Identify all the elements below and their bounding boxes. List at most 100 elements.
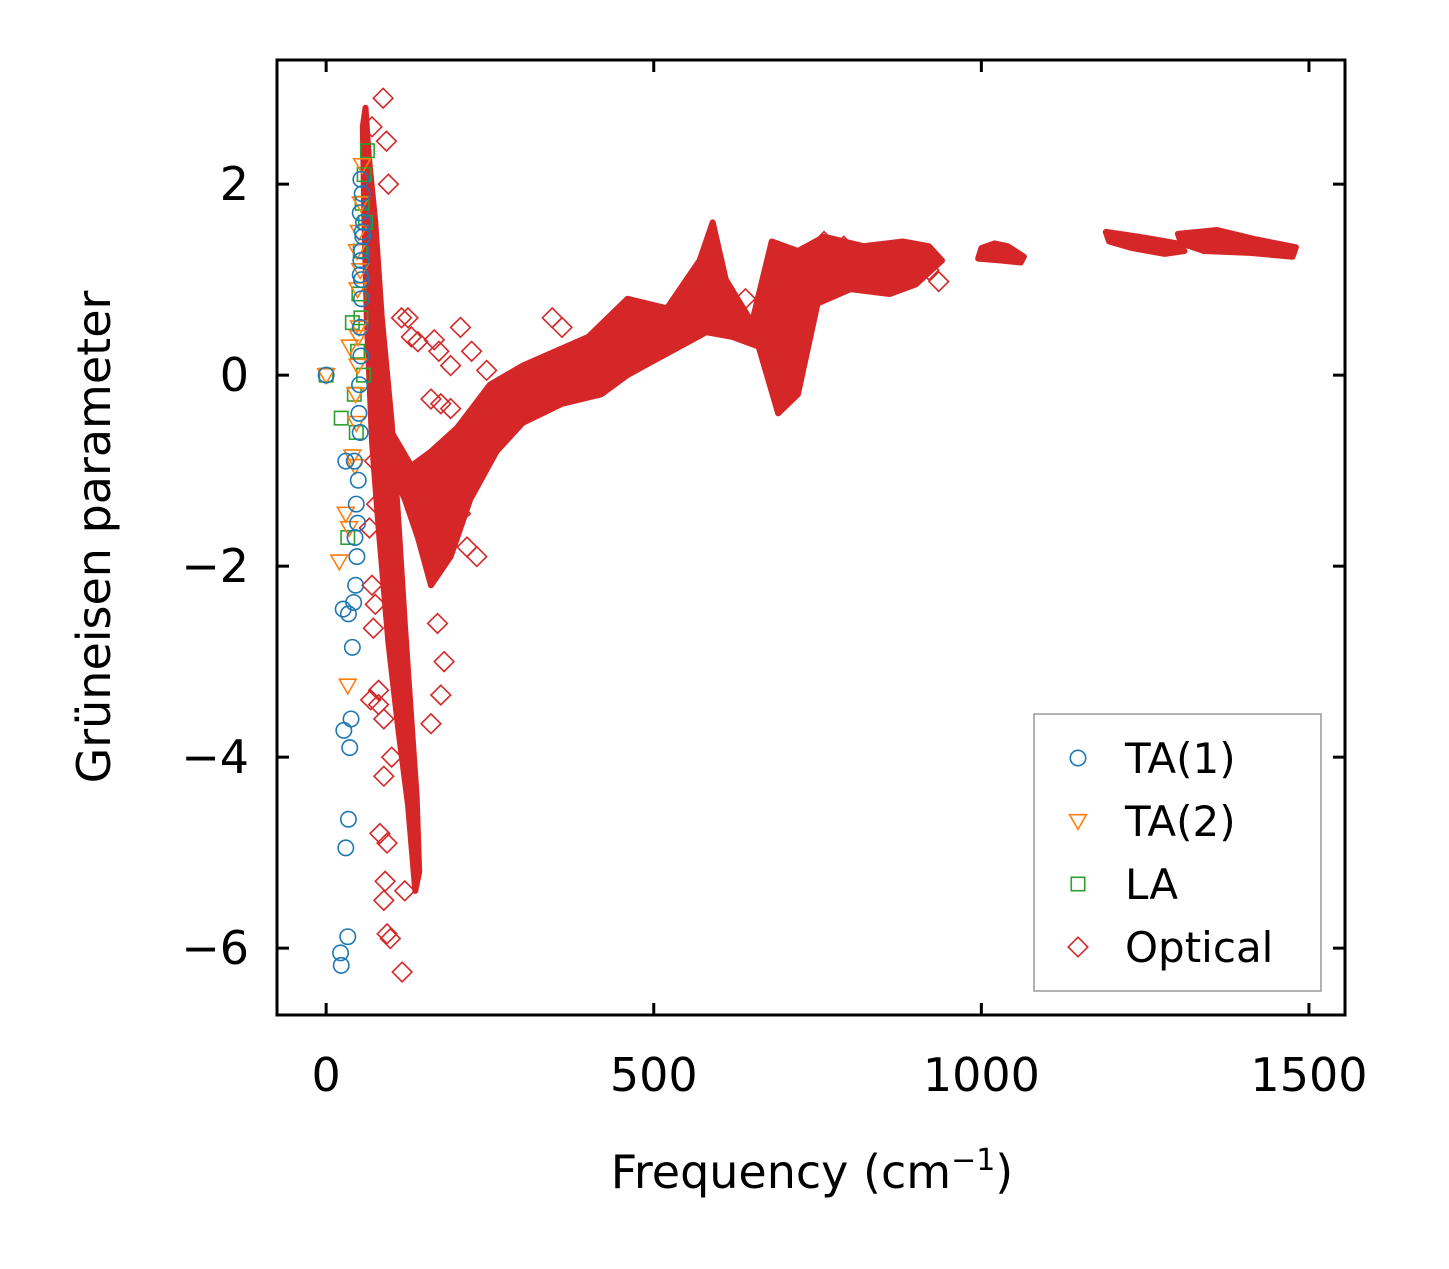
point-optical xyxy=(813,230,836,253)
point-ta-1 xyxy=(343,638,361,656)
point-ta-2 xyxy=(352,157,372,176)
point-optical xyxy=(832,235,855,258)
point-optical xyxy=(429,684,452,707)
point-ta-1 xyxy=(353,185,371,203)
point-ta-2 xyxy=(349,320,369,338)
point-ta-1 xyxy=(353,223,371,241)
point-optical xyxy=(390,306,413,329)
point-la xyxy=(355,367,372,383)
point-optical xyxy=(406,330,429,353)
point-optical xyxy=(372,889,395,912)
point-optical xyxy=(734,287,757,310)
point-la xyxy=(359,143,375,159)
point-ta-1 xyxy=(352,347,370,365)
point-ta-2 xyxy=(316,368,336,386)
x-axis-label: Frequency (cm−1) xyxy=(611,1143,1014,1199)
point-ta-1 xyxy=(352,170,370,188)
point-optical xyxy=(475,359,498,382)
point-ta-1 xyxy=(339,605,357,623)
x-tick-label: 500 xyxy=(610,1048,698,1102)
point-ta-1 xyxy=(348,548,366,566)
x-tick-label: 1000 xyxy=(923,1048,1040,1102)
legend-marker-optical xyxy=(1067,936,1089,958)
point-ta-2 xyxy=(329,554,350,572)
point-ta-1 xyxy=(349,471,367,489)
point-ta-2 xyxy=(345,387,366,405)
point-optical xyxy=(460,340,483,363)
point-ta-2 xyxy=(337,678,358,696)
point-optical xyxy=(372,87,395,110)
x-axis-label-main: Frequency (cm xyxy=(611,1145,951,1199)
point-ta-1 xyxy=(351,423,369,441)
point-optical xyxy=(918,259,940,282)
point-optical xyxy=(420,712,442,735)
point-ta-1 xyxy=(342,710,360,728)
legend-label: TA(2) xyxy=(1124,797,1236,846)
point-ta-2 xyxy=(350,263,370,281)
point-ta-1 xyxy=(317,366,335,384)
point-optical xyxy=(358,517,381,539)
point-ta-1 xyxy=(349,514,367,532)
point-optical xyxy=(368,822,391,845)
point-optical xyxy=(439,354,462,377)
point-ta-1 xyxy=(347,495,365,513)
point-optical xyxy=(623,306,646,329)
point-ta-1 xyxy=(353,271,371,289)
point-optical xyxy=(359,688,382,711)
point-ta-2 xyxy=(347,358,368,376)
point-la xyxy=(353,310,369,326)
point-optical xyxy=(375,130,398,153)
legend-label: Optical xyxy=(1125,923,1273,972)
legend-label: LA xyxy=(1125,860,1178,909)
point-optical xyxy=(596,345,619,367)
optical-band-layer xyxy=(359,104,1299,894)
point-ta-1 xyxy=(351,376,369,394)
point-ta-1 xyxy=(354,213,372,231)
point-ta-1 xyxy=(350,404,368,422)
optical-dense-band-main xyxy=(362,109,945,589)
point-ta-1 xyxy=(345,452,363,470)
legend-marker-ta-2 xyxy=(1068,813,1088,832)
point-optical xyxy=(433,650,456,673)
legend-label: TA(1) xyxy=(1124,734,1236,783)
point-optical xyxy=(429,392,452,415)
point-optical xyxy=(465,545,488,568)
y-tick-label: −6 xyxy=(181,921,249,975)
point-optical xyxy=(439,397,462,420)
point-ta-1 xyxy=(332,956,350,974)
point-optical xyxy=(372,765,395,788)
point-ta-1 xyxy=(339,928,357,946)
point-optical xyxy=(365,493,388,516)
point-optical xyxy=(393,879,416,902)
legend-marker-la xyxy=(1070,876,1086,892)
point-ta-1 xyxy=(332,944,350,962)
point-ta-1 xyxy=(351,204,369,222)
plot-frame xyxy=(275,58,1347,1017)
optical-dense-segment xyxy=(1102,228,1188,257)
point-optical xyxy=(380,746,403,769)
point-optical xyxy=(376,832,399,855)
point-ta-1 xyxy=(337,452,355,470)
point-optical xyxy=(391,961,414,983)
x-axis-label-close: ) xyxy=(995,1145,1013,1199)
point-optical xyxy=(646,321,668,344)
optical-dense-segment xyxy=(1174,227,1299,260)
point-optical xyxy=(377,173,400,196)
point-optical xyxy=(449,316,472,339)
point-ta-1 xyxy=(354,228,372,246)
optical-dense-segment xyxy=(975,240,1027,266)
point-optical xyxy=(376,922,399,945)
point-optical xyxy=(379,927,402,950)
point-optical xyxy=(400,326,423,348)
legend-marker-ta-1 xyxy=(1069,749,1087,767)
y-axis-label: Grüneisen parameter xyxy=(67,290,121,783)
legend: TA(1) TA(2) LA Optical xyxy=(1033,713,1322,992)
point-optical xyxy=(551,316,573,339)
axis-ticks: 0 500 1000 1500 −6 −4 −2 0 2 xyxy=(181,60,1368,1102)
point-ta-1 xyxy=(337,839,355,857)
point-ta-1 xyxy=(339,810,357,828)
point-ta-2 xyxy=(348,329,369,347)
point-optical xyxy=(449,502,472,525)
